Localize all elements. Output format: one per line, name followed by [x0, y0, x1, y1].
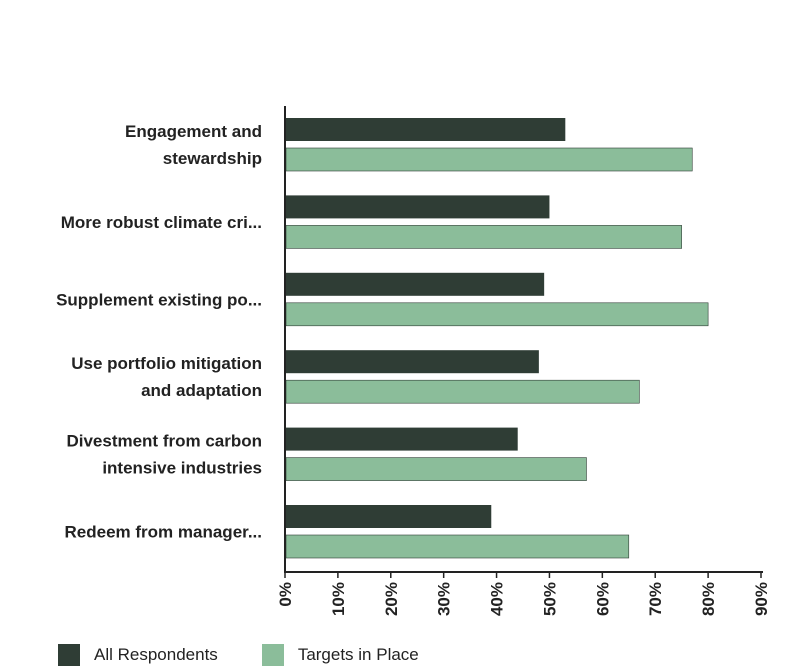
- bars-group: [285, 118, 709, 559]
- category-label-2-line-0: Supplement existing po...: [56, 290, 262, 309]
- x-tick-label-9: 90%: [752, 582, 771, 616]
- x-tick-label-6: 60%: [593, 582, 612, 616]
- x-tick-label-3: 30%: [435, 582, 454, 616]
- bar-all-respondents-0: [286, 118, 566, 141]
- category-label-0-line-0: Engagement and: [125, 122, 262, 141]
- category-label-0-line-1: stewardship: [163, 149, 262, 168]
- bar-targets-in-place-5: [285, 534, 630, 559]
- category-label-4-line-1: intensive industries: [102, 459, 262, 478]
- legend-label-targets-in-place: Targets in Place: [297, 645, 419, 664]
- category-label-3-line-0: Use portfolio mitigation: [71, 354, 262, 373]
- x-tick-label-7: 70%: [646, 582, 665, 616]
- x-axis-ticks: 0% 10% 20% 30% 40% 50% 60% 70% 80% 90%: [276, 572, 771, 616]
- bar-targets-in-place-3: [285, 379, 640, 404]
- x-tick-label-4: 40%: [488, 582, 507, 616]
- category-label-5-line-0: Redeem from manager...: [65, 523, 262, 542]
- bar-all-respondents-1: [286, 195, 550, 219]
- legend-item-targets-in-place: Targets in Place: [261, 644, 419, 666]
- category-label-3-line-1: and adaptation: [141, 381, 262, 400]
- x-tick-label-1: 10%: [329, 582, 348, 616]
- bar-targets-in-place-1: [285, 225, 682, 249]
- bar-all-respondents-5: [286, 505, 492, 528]
- category-label-4-line-0: Divestment from carbon: [66, 432, 262, 451]
- legend-swatch-all-respondents: [58, 644, 80, 666]
- legend-label-all-respondents: All Respondents: [94, 645, 218, 664]
- legend-item-all-respondents: All Respondents: [58, 644, 218, 666]
- bar-all-respondents-3: [286, 350, 539, 374]
- bar-targets-in-place-2: [285, 302, 709, 327]
- bar-all-respondents-4: [286, 427, 518, 451]
- legend-swatch-targets-in-place: [261, 644, 284, 666]
- category-labels: Engagement and stewardship More robust cli…: [56, 122, 262, 542]
- bar-targets-in-place-0: [285, 147, 693, 172]
- x-tick-label-5: 50%: [540, 582, 559, 616]
- category-label-1-line-0: More robust climate cri...: [61, 213, 262, 232]
- x-tick-label-2: 20%: [382, 582, 401, 616]
- bar-targets-in-place-4: [285, 457, 587, 481]
- x-tick-label-8: 80%: [699, 582, 718, 616]
- x-tick-label-0: 0%: [276, 582, 295, 607]
- legend: All Respondents Targets in Place: [58, 644, 463, 666]
- bar-all-respondents-2: [286, 272, 545, 296]
